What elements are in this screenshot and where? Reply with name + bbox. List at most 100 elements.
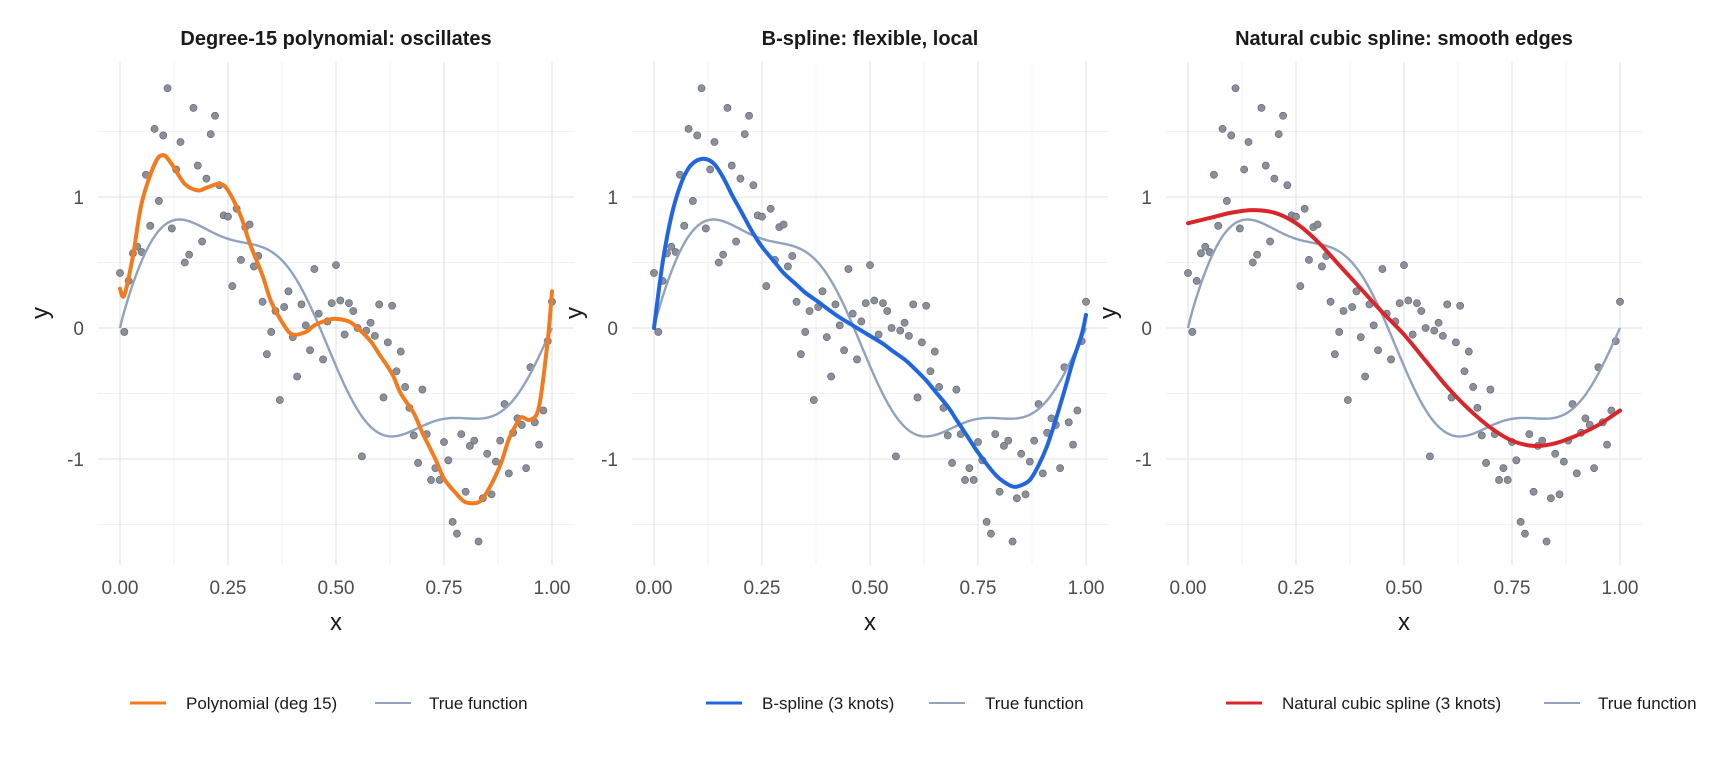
data-point [818,287,827,296]
data-point [1274,130,1283,139]
data-point [366,318,375,327]
data-point [727,161,736,170]
data-point [857,317,866,326]
data-point [280,303,289,311]
x-tick-label: 1.00 [534,578,571,599]
data-point [1460,367,1469,376]
data-point [861,299,870,308]
data-point [457,430,466,439]
data-point [336,296,345,305]
data-point [483,449,492,458]
data-point [1443,300,1452,309]
data-point [522,464,530,473]
data-point [779,220,788,229]
data-point [1279,111,1287,120]
data-point [1404,296,1413,305]
data-point [870,296,879,305]
data-point [1417,307,1426,315]
x-tick-label: 0.00 [1170,578,1207,599]
data-point [965,464,974,473]
data-point [796,350,805,359]
data-point [874,330,883,339]
data-point [202,174,211,183]
x-tick-label: 0.25 [1278,578,1315,599]
data-point [1469,383,1478,391]
data-point [1529,487,1538,496]
data-point [211,111,219,120]
data-point [943,431,952,440]
data-point [414,459,422,467]
data-point [1430,326,1439,335]
data-point [1008,537,1017,546]
data-point [1374,346,1382,355]
data-point [388,301,397,310]
fitted-line [1186,208,1622,448]
data-point [1343,396,1352,404]
data-point [193,161,202,170]
data-point [1004,436,1013,445]
data-point [1395,299,1404,308]
y-axis-label: y [27,307,54,319]
y-tick-label: 1 [607,188,618,209]
chart-title: B-spline: flexible, local [762,28,979,50]
scatter-points [1184,84,1624,546]
data-point [1326,297,1335,306]
data-point [275,396,284,404]
legend-label-true: True function [429,694,528,713]
data-point [154,197,163,205]
data-point [1000,441,1008,450]
data-point [267,328,276,336]
data-point [461,487,470,496]
data-point [719,250,728,259]
true-function-line [652,218,1088,438]
data-point [1516,517,1525,526]
data-point [1231,84,1240,93]
data-point [844,265,853,273]
data-point [792,297,801,306]
data-point [150,124,159,133]
data-point [909,300,918,309]
x-tick-label: 1.00 [1602,578,1639,599]
data-point [340,330,349,339]
x-tick-label: 1.00 [1068,578,1105,599]
data-point [466,441,474,450]
data-point [887,324,896,332]
scatter-points [650,84,1090,546]
data-point [301,321,310,330]
data-point [185,250,194,259]
data-point [1603,440,1611,449]
x-tick-label: 0.75 [1494,578,1531,599]
data-point [948,459,956,467]
data-point [697,84,706,93]
true-function-line [1186,218,1622,438]
data-point [654,328,663,336]
data-point [714,258,723,267]
y-tick-label: -1 [67,450,84,471]
data-point [853,355,861,364]
data-point [345,299,353,308]
data-point [1192,276,1201,285]
data-point [788,252,797,260]
data-point [1296,282,1305,290]
data-point [1017,449,1026,458]
data-point [539,406,548,415]
x-axis-label: x [1398,609,1410,636]
data-point [1348,303,1357,311]
data-point [319,355,327,364]
x-tick-label: 0.25 [210,578,247,599]
data-point [650,269,658,277]
panel-2: B-spline: flexible, local 0.00 0.25 0.50 0.7… [561,28,1108,713]
data-point [1266,237,1274,246]
data-point [684,124,693,133]
data-point [840,346,848,355]
x-tick-label: 0.50 [318,578,355,599]
data-point [1082,297,1090,306]
data-point [745,111,753,120]
x-axis-label: x [864,609,876,636]
chart-title: Natural cubic spline: smooth edges [1235,28,1573,50]
data-point [163,84,172,93]
data-point [710,138,719,146]
data-point [453,529,461,538]
data-point [1283,181,1292,190]
data-point [1335,328,1344,336]
